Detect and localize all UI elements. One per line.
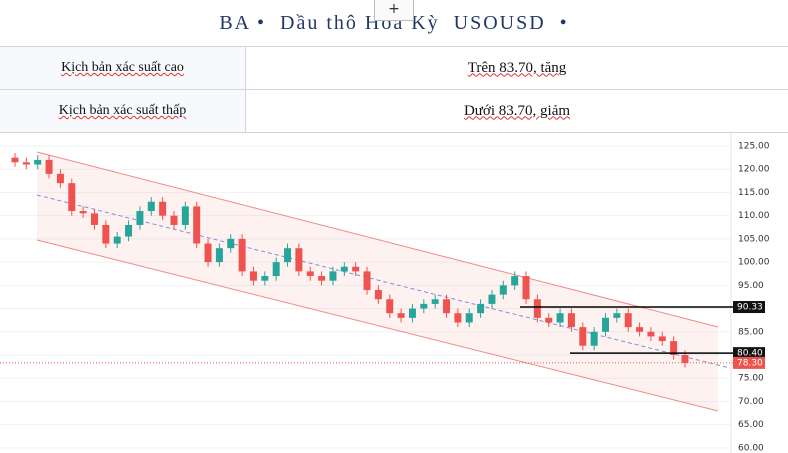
- candle-body: [22, 162, 30, 165]
- y-tick-label: 95.00: [738, 281, 764, 291]
- candle-body: [454, 313, 462, 323]
- chart-bg: [0, 133, 788, 453]
- candle-body: [238, 238, 246, 272]
- channel-upper: [36, 151, 719, 328]
- last-price-label: 78.30: [737, 358, 763, 368]
- candle-body: [329, 271, 337, 281]
- cell: Dưới 83.70, giảm: [245, 89, 788, 133]
- candle-body: [363, 271, 371, 290]
- y-tick-label: 125.00: [738, 142, 770, 152]
- candle-body: [579, 327, 587, 346]
- candle-body: [272, 262, 280, 277]
- candle-body: [352, 266, 360, 272]
- candle-body: [465, 313, 473, 323]
- candle-body: [443, 299, 451, 314]
- candle-body: [397, 313, 405, 318]
- level-label: 90.33: [737, 303, 763, 313]
- y-tick-label: 65.00: [738, 420, 764, 430]
- cell: Kịch bản xác suất cao: [0, 46, 246, 90]
- cell: Kịch bản xác suất thấp: [0, 89, 246, 133]
- candle-body: [590, 331, 598, 346]
- y-tick-label: 115.00: [738, 188, 770, 198]
- candle-body: [647, 331, 655, 337]
- candle-body: [102, 224, 110, 244]
- candle-body: [511, 276, 519, 286]
- candle-body: [56, 173, 64, 184]
- y-tick-label: 105.00: [738, 234, 770, 244]
- candle-body: [488, 294, 496, 304]
- cell: Trên 83.70, tăng: [245, 46, 788, 90]
- channel-fill: [37, 152, 718, 411]
- candle-body: [567, 313, 575, 328]
- candle-body: [386, 299, 394, 314]
- candle-body: [340, 266, 348, 272]
- candle-body: [420, 303, 428, 309]
- candle-body: [204, 243, 212, 263]
- candle-body: [215, 248, 223, 263]
- y-tick-label: 60.00: [738, 443, 764, 453]
- y-tick-label: 85.00: [738, 327, 764, 337]
- candle-body: [34, 159, 42, 165]
- level-tag: [733, 347, 765, 360]
- candle-body: [284, 248, 292, 263]
- level-tag: [733, 301, 765, 314]
- candle-body: [227, 238, 235, 249]
- candle-body: [545, 317, 553, 323]
- candle-body: [613, 313, 621, 318]
- scenario-table: Kịch bản xác suất cao Trên 83.70, tăng Kị…: [0, 46, 788, 133]
- candle-body: [556, 313, 564, 323]
- y-tick-label: 120.00: [738, 165, 770, 175]
- candle-body: [602, 317, 610, 332]
- candle-body: [374, 289, 382, 300]
- y-tick-label: 100.00: [738, 258, 770, 268]
- candle-body: [193, 206, 201, 244]
- candle-body: [249, 271, 257, 281]
- candle-body: [658, 336, 666, 342]
- y-tick-label: 110.00: [738, 211, 770, 221]
- candle-body: [125, 224, 133, 237]
- candle-body: [499, 285, 507, 295]
- level-label: 80.40: [737, 349, 763, 359]
- candle-body: [261, 276, 269, 281]
- candle-body: [79, 211, 87, 214]
- candle-body: [136, 211, 144, 225]
- last-price-tag: [733, 356, 765, 369]
- candle-body: [181, 206, 189, 225]
- candle-body: [477, 303, 485, 314]
- candle-body: [636, 327, 644, 332]
- y-tick-label: 70.00: [738, 397, 764, 407]
- candle-body: [45, 159, 53, 174]
- chart: 60.0065.0070.0075.0080.0085.0090.0095.00…: [0, 133, 788, 453]
- candle-body: [170, 215, 178, 225]
- candle-body: [431, 299, 439, 304]
- candle-body: [159, 201, 167, 216]
- candle-body: [295, 248, 303, 272]
- channel-lower: [36, 239, 719, 412]
- candle-body: [318, 276, 326, 281]
- candle-body: [11, 157, 19, 163]
- candle-body: [408, 308, 416, 318]
- candle-body: [670, 341, 678, 356]
- candle-body: [624, 313, 632, 328]
- channel-mid: [36, 194, 731, 369]
- candle-body: [681, 355, 689, 363]
- candle-body: [522, 276, 530, 300]
- candle-body: [533, 299, 541, 318]
- candle-body: [147, 201, 155, 212]
- candle-body: [90, 213, 98, 225]
- y-tick-label: 75.00: [738, 374, 764, 384]
- candle-body: [113, 236, 121, 244]
- candle-body: [68, 183, 76, 212]
- add-button[interactable]: +: [374, 0, 414, 21]
- candle-body: [306, 271, 314, 277]
